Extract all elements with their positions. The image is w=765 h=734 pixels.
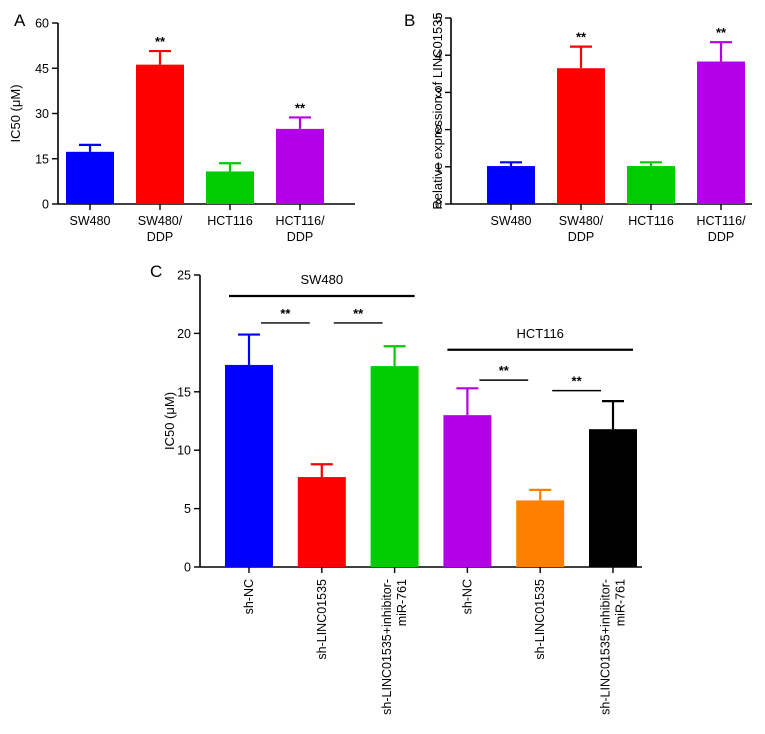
x-tick-label: DDP (708, 230, 734, 244)
y-tick-label: 4 (435, 49, 442, 63)
y-tick-label: 0 (435, 198, 442, 212)
y-tick-label: 5 (184, 502, 191, 516)
y-tick-label: 0 (184, 561, 191, 575)
y-tick-label: 45 (35, 62, 49, 76)
y-tick-label: 20 (177, 327, 191, 341)
x-tick-label: DDP (287, 230, 313, 244)
bar (487, 166, 535, 204)
bar (627, 166, 675, 204)
y-axis-label: IC50 (μM) (162, 392, 177, 450)
significance-marker: ** (295, 100, 306, 115)
y-tick-label: 1 (435, 160, 442, 174)
panel-letter: C (150, 262, 162, 281)
y-tick-label: 2 (435, 123, 442, 137)
bar (297, 477, 346, 567)
significance-marker: ** (716, 25, 727, 40)
bar (370, 366, 419, 567)
comparison-marker: ** (572, 374, 583, 389)
significance-marker: ** (155, 34, 166, 49)
bar (66, 151, 114, 204)
x-tick-label: miR-761 (614, 579, 628, 626)
y-tick-label: 5 (435, 12, 442, 26)
y-tick-label: 15 (177, 385, 191, 399)
comparison-marker: ** (280, 306, 291, 321)
bar (443, 415, 492, 567)
panel-a: A 0 15 30 45 60 IC50 (μM) SW480 SW480/DDP ** HCT11… (8, 11, 355, 244)
y-tick-label: 0 (42, 198, 49, 212)
y-axis-label: IC50 (μM) (8, 84, 23, 142)
x-tick-label: HCT116 (207, 214, 253, 228)
x-tick-label: sh-LINC01535 (533, 579, 547, 660)
x-tick-label: sh-LINC01535+inhibitor- (599, 579, 613, 715)
comparison-marker: ** (499, 363, 510, 378)
group-label: HCT116 (516, 326, 563, 341)
x-tick-label: SW480/ (559, 214, 604, 228)
x-tick-label: miR-761 (395, 579, 409, 626)
x-tick-label: HCT116/ (696, 214, 746, 228)
x-tick-label: sh-NC (460, 579, 474, 614)
bar (206, 171, 254, 204)
bar (589, 429, 637, 567)
bar (276, 128, 324, 204)
x-tick-label: SW480/ (138, 214, 183, 228)
x-tick-label: DDP (568, 230, 594, 244)
significance-marker: ** (576, 30, 587, 45)
y-axis-label: Relative expression of LINC01535 (430, 12, 445, 209)
bar (697, 61, 745, 204)
x-tick-label: HCT116/ (275, 214, 325, 228)
y-tick-label: 30 (35, 107, 49, 121)
comparison-marker: ** (353, 306, 364, 321)
y-tick-label: 3 (435, 86, 442, 100)
bar (516, 500, 565, 567)
bar (136, 64, 184, 204)
x-tick-label: SW480 (491, 214, 532, 228)
x-tick-label: sh-LINC01535 (315, 579, 329, 660)
panel-letter: B (404, 11, 415, 30)
x-tick-label: DDP (147, 230, 173, 244)
y-tick-label: 15 (35, 152, 49, 166)
x-tick-label: sh-NC (242, 579, 256, 614)
x-tick-label: HCT116 (628, 214, 674, 228)
bar (225, 364, 273, 567)
x-tick-label: SW480 (70, 214, 111, 228)
y-tick-label: 10 (177, 444, 191, 458)
panel-letter: A (14, 11, 26, 30)
y-tick-label: 25 (177, 269, 191, 283)
y-tick-label: 60 (35, 17, 49, 31)
bar (557, 68, 605, 204)
x-tick-label: sh-LINC01535+inhibitor- (380, 579, 394, 715)
panel-c: C 0 5 10 15 20 25 IC50 (μM) sh-NC sh-LINC01535 sh-… (150, 262, 642, 715)
group-label: SW480 (300, 272, 343, 287)
